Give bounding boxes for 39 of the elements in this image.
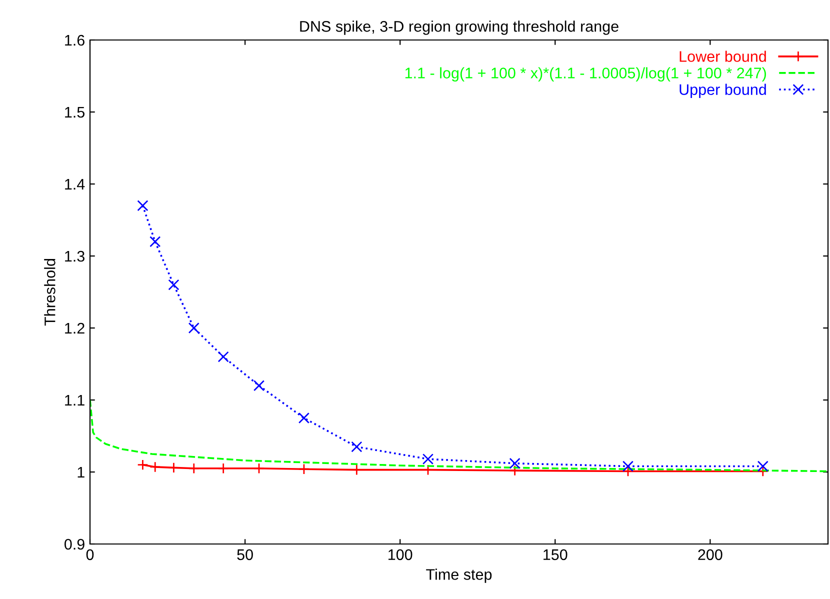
legend-label: 1.1 - log(1 + 100 * x)*(1.1 - 1.0005)/log(1 + 100 * 247) <box>405 67 766 82</box>
point <box>218 462 229 474</box>
point <box>509 458 520 469</box>
x-tick-label: 100 <box>388 549 412 560</box>
x-axis-title: Time step <box>426 568 492 583</box>
chart-title: DNS spike, 3-D region growing threshold range <box>300 20 618 35</box>
y-axis-title: Threshold <box>44 259 56 326</box>
y-tick-label: 0.9 <box>64 538 84 550</box>
y-tick-label: 1.5 <box>65 107 84 118</box>
legend-label: Lower bound <box>680 50 766 62</box>
x-tick-label: 50 <box>237 549 253 560</box>
y-tick-label: 1.6 <box>65 34 84 46</box>
line-series <box>90 399 828 472</box>
y-tick-label: 1.3 <box>65 250 84 262</box>
point <box>622 460 634 472</box>
y-tick-label: 1 <box>78 467 84 478</box>
legend-label: Upper bound <box>680 84 766 98</box>
x-tick-label: 200 <box>698 549 722 560</box>
point <box>150 461 161 473</box>
point <box>137 459 148 470</box>
point <box>298 412 310 424</box>
point <box>188 462 200 474</box>
point <box>253 380 265 392</box>
point <box>298 464 310 475</box>
point <box>137 200 148 212</box>
point <box>422 453 434 465</box>
point <box>188 322 200 334</box>
point <box>253 462 265 474</box>
x-tick-label: 150 <box>544 549 568 560</box>
point <box>150 236 161 248</box>
point <box>218 351 229 362</box>
y-tick-label: 1.2 <box>65 322 84 334</box>
point <box>351 441 362 452</box>
point <box>168 279 180 290</box>
y-tick-label: 1.1 <box>65 395 84 406</box>
x-tick-label: 0 <box>86 549 94 560</box>
point <box>757 460 768 472</box>
point <box>509 465 520 476</box>
y-tick-label: 1.4 <box>65 179 85 190</box>
